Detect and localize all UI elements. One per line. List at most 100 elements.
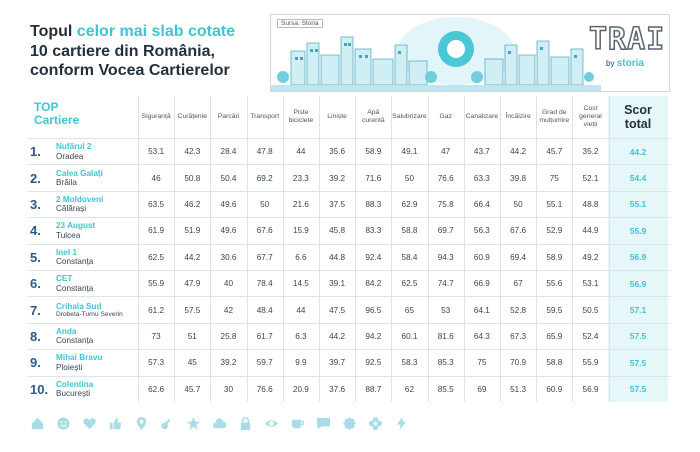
logo-text: TRAI bbox=[588, 21, 666, 58]
chat-icon bbox=[316, 416, 331, 431]
column-divider bbox=[608, 96, 610, 402]
row-neighborhood: Mihai Bravu Ploiești bbox=[56, 350, 136, 375]
row-rank: 4. bbox=[30, 223, 41, 239]
value-cell: 85.3 bbox=[437, 358, 454, 368]
value-cell: 39.2 bbox=[220, 358, 237, 368]
neighborhood-name: Anda bbox=[56, 326, 77, 336]
page-title: Topul celor mai slab cotate 10 cartiere … bbox=[30, 22, 270, 81]
score-cell: 55.9 bbox=[629, 225, 647, 236]
neighborhood-name: Colentina bbox=[56, 379, 94, 389]
value-cell: 60.1 bbox=[401, 331, 418, 341]
column-divider bbox=[174, 96, 176, 402]
value-cell: 52.9 bbox=[546, 226, 563, 236]
value-cell: 37.6 bbox=[329, 384, 346, 394]
value-cell: 39.7 bbox=[329, 358, 346, 368]
column-divider bbox=[355, 96, 357, 402]
value-cell: 58.8 bbox=[546, 358, 563, 368]
value-cell: 42.3 bbox=[184, 147, 201, 157]
value-cell: 23.3 bbox=[292, 173, 309, 183]
column-header: Parcări bbox=[217, 113, 240, 120]
value-cell: 88.7 bbox=[365, 384, 382, 394]
city-banner: Sursa: Storia bbox=[270, 14, 670, 92]
value-cell: 84.2 bbox=[365, 279, 382, 289]
value-cell: 44.2 bbox=[184, 252, 201, 262]
value-cell: 59.5 bbox=[546, 305, 563, 315]
table-row: 9. Mihai Bravu Ploiești 57.3 45 39.2 59.7 9.9 39… bbox=[28, 349, 670, 375]
city-name: Constanța bbox=[56, 283, 94, 293]
value-cell: 44 bbox=[296, 305, 306, 315]
score-column-bg bbox=[608, 96, 668, 402]
column-header: Grad de mulțumire bbox=[539, 109, 570, 124]
value-cell: 73 bbox=[151, 331, 161, 341]
column-header: Piste biciclete bbox=[288, 109, 314, 124]
value-cell: 53 bbox=[441, 305, 451, 315]
value-cell: 64.1 bbox=[473, 305, 490, 315]
value-cell: 67.3 bbox=[510, 331, 527, 341]
column-divider bbox=[282, 96, 284, 402]
value-cell: 51 bbox=[187, 331, 197, 341]
score-cell: 57.5 bbox=[629, 384, 647, 395]
value-cell: 83.3 bbox=[365, 226, 382, 236]
value-cell: 58.9 bbox=[546, 252, 563, 262]
star-icon bbox=[186, 416, 201, 431]
value-cell: 55.9 bbox=[148, 279, 165, 289]
score-cell: 57.5 bbox=[629, 331, 647, 342]
value-cell: 69.2 bbox=[256, 173, 273, 183]
column-divider bbox=[500, 96, 501, 402]
value-cell: 67.6 bbox=[510, 226, 527, 236]
column-divider bbox=[138, 96, 139, 402]
icon-strip bbox=[30, 416, 409, 438]
value-cell: 58.9 bbox=[365, 147, 382, 157]
value-cell: 67.6 bbox=[256, 226, 273, 236]
row-neighborhood: Calea Galați Brăila bbox=[56, 165, 136, 190]
row-rank: 3. bbox=[30, 196, 41, 212]
key-icon bbox=[160, 416, 175, 431]
score-cell: 55.1 bbox=[629, 199, 647, 210]
score-cell: 56.9 bbox=[629, 252, 647, 263]
column-divider bbox=[391, 96, 393, 402]
column-header: Liniște bbox=[327, 113, 347, 120]
table-row: 1. Nufărul 2 Oradea 53.1 42.3 28.4 47.8 44 35.6 5… bbox=[28, 138, 670, 164]
city-name: Tulcea bbox=[56, 230, 81, 240]
value-cell: 44.2 bbox=[329, 331, 346, 341]
value-cell: 57.3 bbox=[148, 358, 165, 368]
value-cell: 46.2 bbox=[184, 199, 201, 209]
trai-logo: TRAI by storia bbox=[588, 21, 666, 81]
value-cell: 46 bbox=[151, 173, 161, 183]
value-cell: 53.1 bbox=[148, 147, 165, 157]
table-row: 7. Crihala Sud Drobeta-Turnu Severin 61.2 57… bbox=[28, 296, 670, 322]
value-cell: 45.7 bbox=[184, 384, 201, 394]
value-cell: 51.3 bbox=[510, 384, 527, 394]
row-rank: 1. bbox=[30, 144, 41, 160]
table-row: 3. 2 Moldoveni Călărași 63.5 46.2 49.6 50 21.6 3… bbox=[28, 190, 670, 217]
table-row: 8. Anda Constanța 73 51 25.8 61.7 6.3 44.2 94.2 60… bbox=[28, 322, 670, 349]
value-cell: 30.6 bbox=[220, 252, 237, 262]
column-header: Siguranță bbox=[141, 113, 171, 120]
cloud-icon bbox=[212, 416, 227, 431]
value-cell: 55.9 bbox=[582, 358, 599, 368]
row-neighborhood: Nufărul 2 Oradea bbox=[56, 139, 136, 164]
value-cell: 85.5 bbox=[437, 384, 454, 394]
logo-sub-prefix: by bbox=[606, 59, 617, 68]
value-cell: 20.9 bbox=[292, 384, 309, 394]
column-divider bbox=[572, 96, 574, 402]
top-label: TOP Cartiere bbox=[34, 101, 79, 127]
neighborhood-name: 2 Moldoveni bbox=[56, 194, 104, 204]
row-neighborhood: CET Constanța bbox=[56, 271, 136, 296]
column-divider bbox=[319, 96, 320, 402]
value-cell: 76.6 bbox=[256, 384, 273, 394]
neighborhood-name: Mihai Bravu bbox=[56, 353, 103, 363]
column-header: Gaz bbox=[439, 113, 452, 120]
eye-icon bbox=[264, 416, 279, 431]
city-illustration bbox=[271, 17, 601, 91]
table-row: 2. Calea Galați Brăila 46 50.8 50.4 69.2 23.3 39… bbox=[28, 164, 670, 190]
row-rank: 2. bbox=[30, 170, 41, 186]
value-cell: 52.8 bbox=[510, 305, 527, 315]
value-cell: 76.6 bbox=[437, 173, 454, 183]
value-cell: 92.4 bbox=[365, 252, 382, 262]
row-neighborhood: 2 Moldoveni Călărași bbox=[56, 192, 136, 217]
value-cell: 45 bbox=[187, 358, 197, 368]
title-line-3: conform Vocea Cartierelor bbox=[30, 62, 230, 79]
value-cell: 49.2 bbox=[582, 252, 599, 262]
value-cell: 39.2 bbox=[329, 173, 346, 183]
